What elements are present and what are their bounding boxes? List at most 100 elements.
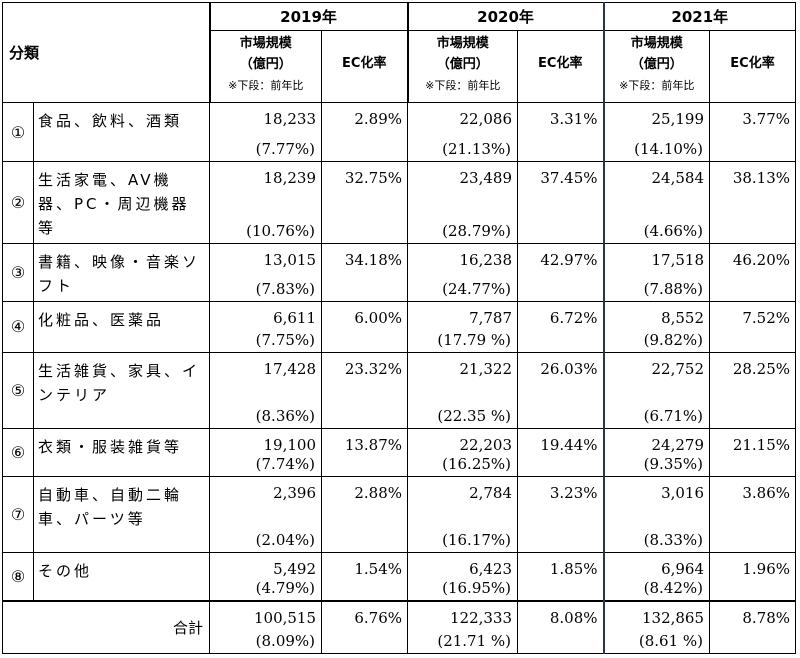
market-size-value: 6,611 [273, 309, 317, 328]
yoy-value: (17.79 %) [437, 330, 512, 349]
market-size-cell: 23,489 (28.79%) [407, 160, 519, 245]
table-row: ⑥ 衣類・服装雑貨等 19,100 (7.74%) 13.87% 22,203 (16.25… [2, 427, 797, 478]
market-size-note: ※下段：前年比 [619, 79, 695, 93]
market-size-note: ※下段：前年比 [425, 79, 501, 93]
total-market-size-value: 132,865 [641, 609, 705, 628]
yoy-value: (9.35%) [643, 455, 704, 474]
yoy-value: (10.76%) [246, 222, 316, 241]
market-size-value: 6,964 [661, 560, 705, 579]
table-row: ⑦ 自動車、自動二輪車、パーツ等 2,396 (2.04%) 2.88% 2,784 (16… [2, 476, 797, 554]
row-number: ③ [2, 243, 34, 303]
market-size-cell: 17,518 (7.88%) [602, 243, 711, 303]
market-size-cell: 2,396 (2.04%) [209, 476, 323, 554]
yoy-value: (16.25%) [442, 455, 512, 474]
category-header: 分類 [1, 1, 211, 104]
market-size-cell: 22,086 (21.13%) [407, 102, 519, 162]
market-size-cell: 18,239 (10.76%) [209, 160, 323, 245]
total-market-size-cell: 100,515 (8.09%) [209, 600, 323, 655]
market-size-cell: 8,552 (9.82%) [602, 301, 711, 353]
market-size-value: 22,752 [651, 359, 705, 378]
ec-rate-header-2019: EC化率 [321, 30, 409, 104]
category-name: 衣類・服装雑貨等 [32, 427, 211, 478]
yoy-value: (9.82%) [643, 330, 704, 349]
ec-rate-value: 13.87% [321, 427, 409, 478]
yoy-value: (14.10%) [634, 139, 704, 158]
ec-rate-value: 34.18% [321, 243, 409, 303]
market-size-cell: 6,423 (16.95%) [407, 552, 519, 602]
total-yoy-value: (21.71 %) [437, 632, 512, 650]
market-size-unit: （億円） [630, 57, 683, 73]
yoy-value: (16.95%) [442, 579, 512, 598]
year-header-2020: 2020年 [406, 1, 605, 32]
row-number: ④ [2, 301, 34, 353]
market-size-label: 市場規模 [436, 36, 489, 52]
yoy-value: (7.74%) [255, 455, 316, 474]
ec-rate-value: 46.20% [709, 243, 797, 303]
category-name: 化粧品、医薬品 [32, 301, 211, 353]
market-size-value: 22,086 [459, 110, 513, 129]
market-size-cell: 7,787 (17.79 %) [407, 301, 519, 353]
market-size-cell: 3,016 (8.33%) [602, 476, 711, 554]
market-size-header-2019: 市場規模 （億円） ※下段：前年比 [208, 30, 323, 104]
market-size-value: 25,199 [651, 110, 705, 129]
market-size-cell: 22,752 (6.71%) [602, 351, 711, 429]
total-yoy-value: (8.09%) [255, 632, 316, 650]
yoy-value: (24.77%) [442, 280, 512, 299]
category-name: 書籍、映像・音楽ソフト [32, 243, 211, 303]
yoy-value: (16.17%) [442, 531, 512, 550]
market-size-header-2020: 市場規模 （億円） ※下段：前年比 [406, 30, 519, 104]
market-size-cell: 5,492 (4.79%) [209, 552, 323, 602]
market-size-value: 18,233 [263, 110, 317, 129]
total-ec-rate-value: 8.78% [709, 600, 797, 655]
ec-rate-value: 32.75% [321, 160, 409, 245]
category-name: 生活雑貨、家具、インテリア [32, 351, 211, 429]
total-ec-rate-value: 8.08% [517, 600, 605, 655]
table-row: ④ 化粧品、医薬品 6,611 (7.75%) 6.00% 7,787 (17.79 %) 6… [2, 301, 797, 353]
category-name: 生活家電、AV機器、PC・周辺機器等 [32, 160, 211, 245]
yoy-value: (7.83%) [255, 280, 316, 299]
yoy-value: (4.66%) [643, 222, 704, 241]
table-row: ⑤ 生活雑貨、家具、インテリア 17,428 (8.36%) 23.32% 21,322 (… [2, 351, 797, 429]
market-size-cell: 21,322 (22.35 %) [407, 351, 519, 429]
category-name: 自動車、自動二輪車、パーツ等 [32, 476, 211, 554]
market-size-header-2021: 市場規模 （億円） ※下段：前年比 [602, 30, 711, 104]
market-size-cell: 22,203 (16.25%) [407, 427, 519, 478]
yoy-value: (4.79%) [255, 579, 316, 598]
market-size-cell: 13,015 (7.83%) [209, 243, 323, 303]
yoy-value: (2.04%) [255, 531, 316, 550]
market-size-value: 8,552 [661, 309, 705, 328]
total-yoy-value: (8.61 %) [638, 632, 704, 650]
market-size-cell: 17,428 (8.36%) [209, 351, 323, 429]
market-size-value: 22,203 [459, 435, 513, 454]
row-number: ⑤ [2, 351, 34, 429]
market-size-value: 24,279 [651, 435, 705, 454]
row-number: ⑧ [2, 552, 34, 602]
market-size-note: ※下段：前年比 [228, 79, 304, 93]
ec-rate-value: 21.15% [709, 427, 797, 478]
market-size-value: 6,423 [469, 560, 513, 579]
total-row: 合計 100,515 (8.09%) 6.76% 122,333 (21.71 %) 8.0… [1, 600, 797, 655]
row-number: ⑦ [2, 476, 34, 554]
row-number: ② [2, 160, 34, 245]
market-size-cell: 25,199 (14.10%) [602, 102, 711, 162]
market-size-label: 市場規模 [630, 36, 683, 52]
yoy-value: (21.13%) [442, 139, 512, 158]
market-size-cell: 18,233 (7.77%) [209, 102, 323, 162]
yoy-value: (8.36%) [255, 406, 316, 425]
ec-rate-value: 2.89% [321, 102, 409, 162]
yoy-value: (6.71%) [643, 406, 704, 425]
table-row: ⑧ その他 5,492 (4.79%) 1.54% 6,423 (16.95%) 1.85% 6… [2, 552, 797, 602]
market-size-value: 5,492 [273, 560, 317, 579]
market-size-label: 市場規模 [239, 36, 292, 52]
total-market-size-cell: 122,333 (21.71 %) [407, 600, 519, 655]
ec-rate-value: 3.31% [517, 102, 605, 162]
market-size-value: 23,489 [459, 168, 513, 187]
yoy-value: (8.42%) [643, 579, 704, 598]
yoy-value: (28.79%) [442, 222, 512, 241]
ec-rate-value: 26.03% [517, 351, 605, 429]
yoy-value: (7.88%) [643, 280, 704, 299]
market-size-value: 21,322 [459, 359, 513, 378]
ec-rate-value: 38.13% [709, 160, 797, 245]
table-row: ③ 書籍、映像・音楽ソフト 13,015 (7.83%) 34.18% 16,238 (24… [2, 243, 797, 303]
